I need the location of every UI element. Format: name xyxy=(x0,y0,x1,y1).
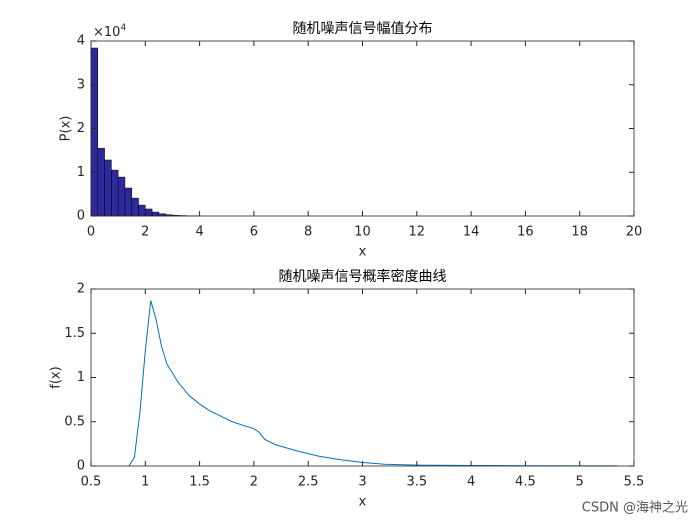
axes-background xyxy=(91,289,634,466)
y-tick-label: 2 xyxy=(77,121,85,136)
x-tick-label: 20 xyxy=(626,225,643,240)
x-tick-label: 1.5 xyxy=(189,475,210,490)
y-tick-label: 1 xyxy=(77,370,85,385)
histogram-bar xyxy=(131,197,139,217)
y-tick-label: 0.5 xyxy=(64,414,85,429)
histogram-bar xyxy=(124,187,132,217)
x-tick-label: 2 xyxy=(250,475,258,490)
x-tick-label: 10 xyxy=(354,225,371,240)
y-multiplier-base: ×10 xyxy=(93,25,120,40)
y-multiplier-exponent: 4 xyxy=(120,23,126,33)
x-tick-label: 5 xyxy=(576,475,584,490)
y-axis-label: f(x) xyxy=(49,366,64,388)
x-tick-label: 8 xyxy=(304,225,312,240)
axes-background xyxy=(91,41,634,216)
x-tick-label: 0 xyxy=(87,225,95,240)
x-axis-label: x xyxy=(359,245,367,260)
y-tick-label: 4 xyxy=(77,34,85,49)
x-tick-label: 2.5 xyxy=(298,475,319,490)
x-tick-label: 4 xyxy=(467,475,475,490)
x-tick-label: 12 xyxy=(409,225,426,240)
y-multiplier: ×104 xyxy=(93,23,126,40)
x-tick-label: 6 xyxy=(250,225,258,240)
x-tick-label: 4.5 xyxy=(515,475,536,490)
histogram-bar xyxy=(97,147,105,217)
x-tick-label: 16 xyxy=(517,225,534,240)
histogram-bar xyxy=(104,159,112,217)
histogram-bar xyxy=(117,176,126,217)
x-tick-label: 5.5 xyxy=(624,475,645,490)
x-tick-label: 3 xyxy=(358,475,366,490)
y-tick-label: 1.5 xyxy=(64,326,85,341)
y-tick-label: 0 xyxy=(77,459,85,474)
histogram-bar xyxy=(111,169,119,217)
x-axis-label: x xyxy=(359,495,367,510)
x-tick-label: 2 xyxy=(141,225,149,240)
y-tick-label: 1 xyxy=(77,165,85,180)
y-axis-label: P(x) xyxy=(59,116,74,142)
chart-title: 随机噪声信号幅值分布 xyxy=(293,21,433,37)
histogram-bar xyxy=(90,47,99,217)
histogram-bar xyxy=(138,204,146,217)
x-tick-label: 1 xyxy=(141,475,149,490)
x-tick-label: 14 xyxy=(463,225,480,240)
y-tick-label: 2 xyxy=(77,282,85,297)
y-tick-label: 3 xyxy=(77,77,85,92)
x-tick-label: 3.5 xyxy=(406,475,427,490)
histogram-bar xyxy=(145,208,153,217)
x-tick-label: 4 xyxy=(195,225,203,240)
x-tick-label: 18 xyxy=(571,225,588,240)
chart-title: 随机噪声信号概率密度曲线 xyxy=(279,268,447,285)
line xyxy=(128,300,618,467)
histogram-bar xyxy=(151,211,160,217)
x-tick-label: 0.5 xyxy=(81,475,102,490)
watermark: CSDN @海神之光 xyxy=(582,501,688,516)
y-tick-label: 0 xyxy=(77,209,85,224)
